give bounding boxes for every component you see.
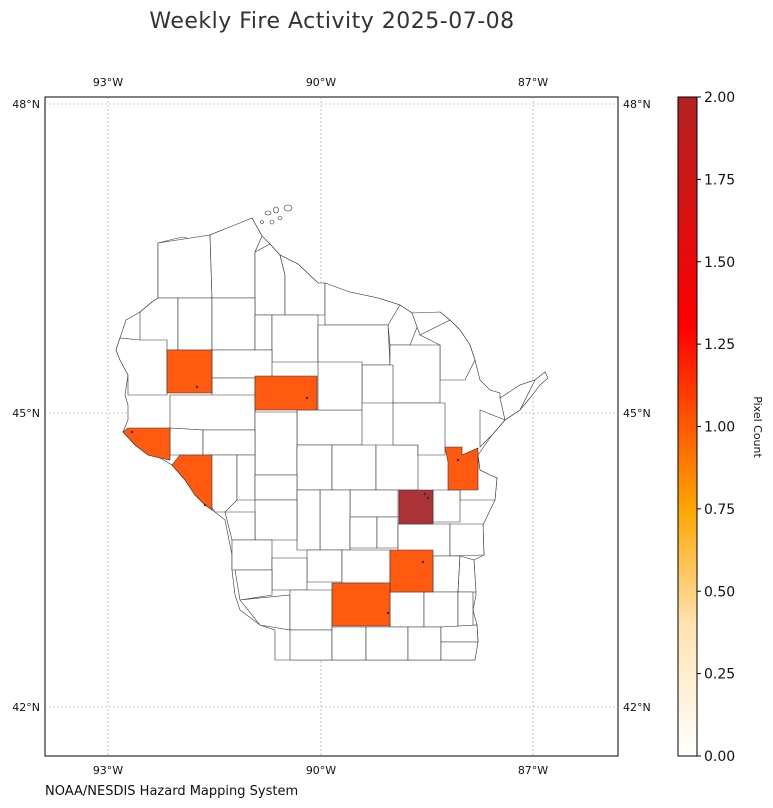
- colorbar-tick-label: 2.00: [704, 90, 735, 106]
- county-adams: [319, 489, 351, 551]
- county-buffalo: [209, 454, 238, 513]
- fire-county-st-croix[interactable]: [122, 427, 171, 461]
- lat-tick-right-3: 42°N: [623, 701, 651, 714]
- colorbar-tick-label: 1.25: [704, 337, 735, 353]
- fire-detection-points: [130, 385, 460, 615]
- colorbar: 0.00 0.25 0.50 0.75 1.00 1.25 1.50 1.75 2.00 Pix…: [677, 90, 764, 765]
- colorbar-gradient: [677, 96, 698, 757]
- county-milwaukee: [457, 591, 474, 628]
- lat-tick-right-2: 45°N: [623, 407, 651, 420]
- fire-point: [421, 560, 425, 564]
- county-eau-claire: [202, 429, 256, 456]
- source-attribution: NOAA/NESDIS Hazard Mapping System: [45, 784, 298, 799]
- apostle-islands: [260, 204, 293, 225]
- county-marquette: [349, 516, 378, 549]
- county-washington: [432, 555, 461, 593]
- county-calumet: [432, 489, 461, 523]
- county-trempealeau: [236, 454, 256, 501]
- county-racine: [440, 624, 479, 643]
- map-panel[interactable]: 93°W 90°W 87°W 93°W 90°W 87°W 48°N 45°N …: [12, 76, 650, 777]
- county-richland: [271, 557, 308, 591]
- county-washburn: [177, 297, 213, 351]
- county-dunn: [169, 427, 204, 456]
- colorbar-tick-label: 0.50: [704, 584, 735, 600]
- map-title: Weekly Fire Activity 2025-07-08: [149, 9, 514, 34]
- fire-county-winnebago[interactable]: [398, 489, 434, 525]
- county-jefferson: [389, 591, 425, 628]
- fire-point: [203, 503, 207, 507]
- county-chippewa: [169, 394, 256, 431]
- colorbar-tick-label: 1.00: [704, 420, 735, 436]
- county-vernon: [231, 539, 273, 571]
- county-sheboygan: [449, 523, 485, 557]
- county-menominee: [361, 364, 394, 404]
- county-iowa: [289, 589, 333, 631]
- fire-point: [423, 492, 427, 496]
- county-waushara: [349, 489, 399, 518]
- county-marathon: [296, 409, 363, 446]
- lon-tick-top-2: 90°W: [306, 76, 336, 89]
- county-outagamie: [392, 402, 446, 456]
- colorbar-ticks: 0.00 0.25 0.50 0.75 1.00 1.25 1.50 1.75 2.00: [697, 90, 735, 765]
- fire-county-barron[interactable]: [166, 349, 213, 394]
- fire-county-brown[interactable]: [444, 446, 479, 491]
- county-ozaukee: [457, 555, 477, 593]
- county-green: [331, 626, 367, 661]
- county-columbia: [341, 549, 391, 584]
- county-oneida: [271, 314, 319, 363]
- colorbar-tick-label: 0.00: [704, 749, 735, 765]
- county-juneau: [296, 489, 321, 551]
- lat-tick-left-1: 48°N: [12, 98, 40, 111]
- fire-county-dane[interactable]: [331, 582, 391, 627]
- fire-point: [305, 396, 309, 400]
- lon-tick-top-3: 87°W: [518, 76, 548, 89]
- colorbar-tick-label: 1.50: [704, 255, 735, 271]
- fire-point: [456, 458, 460, 462]
- county-oconto: [389, 344, 441, 404]
- county-monroe: [254, 499, 298, 541]
- county-green-lake: [376, 516, 399, 549]
- county-walworth: [407, 626, 442, 661]
- county-jackson: [254, 474, 298, 501]
- lon-tick-bottom-3: 87°W: [518, 764, 548, 777]
- county-portage: [331, 444, 377, 491]
- lat-tick-left-3: 42°N: [12, 701, 40, 714]
- county-clark: [254, 411, 298, 476]
- fire-county-dodge[interactable]: [389, 549, 434, 593]
- county-price: [254, 314, 273, 351]
- county-lafayette: [289, 629, 333, 661]
- colorbar-tick-label: 0.75: [704, 502, 735, 518]
- county-sauk: [306, 549, 343, 583]
- county-door: [499, 379, 536, 421]
- lon-tick-bottom-2: 90°W: [306, 764, 336, 777]
- lat-tick-right-1: 48°N: [623, 98, 651, 111]
- county-sawyer: [211, 297, 256, 351]
- county-kewaunee: [479, 409, 506, 448]
- county-crawford: [234, 569, 273, 601]
- county-waukesha: [423, 591, 459, 628]
- county-rusk: [211, 349, 273, 379]
- lat-tick-left-2: 45°N: [12, 407, 40, 420]
- county-shawano: [317, 361, 363, 411]
- fire-county-lincoln[interactable]: [254, 375, 318, 411]
- fire-point: [130, 430, 134, 434]
- lon-tick-bottom-1: 93°W: [93, 764, 123, 777]
- county-polk: [115, 337, 168, 396]
- county-rock: [365, 626, 409, 661]
- county-douglas: [157, 234, 213, 299]
- lon-tick-top-1: 93°W: [93, 76, 123, 89]
- county-kenosha: [440, 641, 479, 661]
- colorbar-tick-label: 0.25: [704, 667, 735, 683]
- fire-point: [386, 611, 390, 615]
- county-waupaca: [375, 444, 419, 491]
- wisconsin-counties: [115, 204, 549, 661]
- colorbar-tick-label: 1.75: [704, 172, 735, 188]
- fire-point: [195, 385, 199, 389]
- fire-point: [426, 496, 430, 500]
- colorbar-label: Pixel Count: [751, 396, 764, 458]
- county-langlade: [317, 324, 391, 366]
- county-wood: [296, 444, 333, 491]
- fire-county-pierce[interactable]: [171, 454, 213, 511]
